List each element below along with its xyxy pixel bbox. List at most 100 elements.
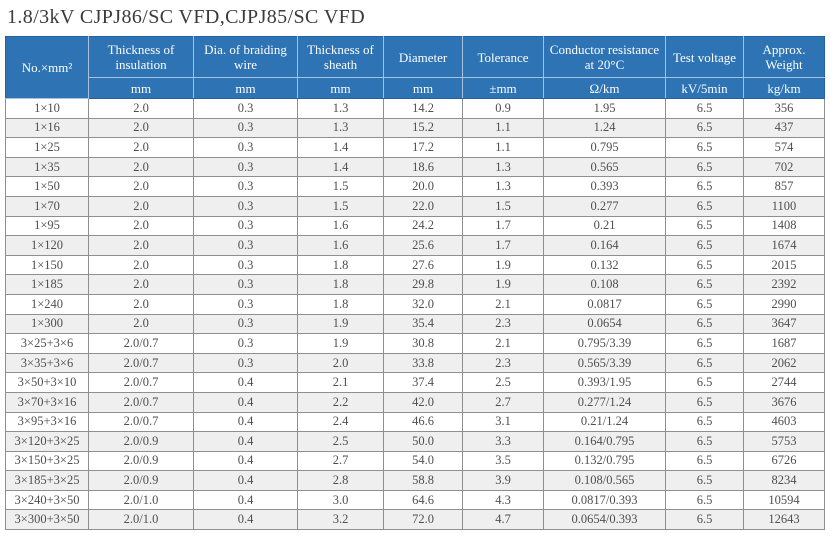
cell-braiding_wire_dia: 0.4	[193, 509, 298, 531]
cell-test_voltage: 6.5	[665, 470, 744, 491]
cell-tolerance: 2.5	[462, 372, 544, 393]
cell-approx_weight: 3647	[743, 313, 825, 335]
table-row: 3×150+3×25 2.0/0.9 0.4 2.7 54.0 3.5 0.132/0.79…	[5, 450, 825, 472]
cell-sheath_thickness: 2.2	[297, 391, 384, 413]
table-row: 1×10 2.0 0.3 1.3 14.2 0.9 1.95 6.5 356	[5, 98, 825, 119]
cell-braiding_wire_dia: 0.3	[193, 176, 298, 197]
cell-conductor_resistance: 0.0817	[543, 293, 666, 315]
cell-size: 3×70+3×16	[5, 391, 89, 413]
cell-test_voltage: 6.5	[665, 117, 744, 139]
cell-conductor_resistance: 0.164/0.795	[543, 431, 666, 452]
cell-size: 3×150+3×25	[5, 450, 89, 472]
cell-test_voltage: 6.5	[665, 313, 744, 335]
cell-tolerance: 1.3	[462, 176, 544, 197]
cell-size: 3×300+3×50	[5, 509, 89, 531]
cell-insulation_thickness: 2.0	[88, 117, 194, 139]
cell-tolerance: 1.1	[462, 117, 544, 139]
cell-insulation_thickness: 2.0	[88, 137, 194, 158]
cell-diameter: 46.6	[383, 411, 463, 433]
cell-test_voltage: 6.5	[665, 215, 744, 237]
cell-insulation_thickness: 2.0/0.7	[88, 411, 194, 433]
table-row: 1×300 2.0 0.3 1.9 35.4 2.3 0.0654 6.5 3647	[5, 313, 825, 335]
cell-tolerance: 3.9	[462, 470, 544, 491]
cell-insulation_thickness: 2.0/0.9	[88, 470, 194, 491]
unit-conductor-resistance: Ω/km	[543, 77, 666, 99]
cell-diameter: 37.4	[383, 372, 463, 393]
cell-sheath_thickness: 3.0	[297, 489, 384, 511]
cell-insulation_thickness: 2.0/1.0	[88, 489, 194, 511]
col-header-braiding-wire-dia: Dia. of braiding wire	[193, 36, 298, 78]
cell-approx_weight: 2062	[743, 352, 825, 374]
cell-diameter: 72.0	[383, 509, 463, 531]
cell-conductor_resistance: 0.0654	[543, 313, 666, 335]
cell-approx_weight: 2015	[743, 254, 825, 276]
cell-braiding_wire_dia: 0.4	[193, 470, 298, 491]
cell-approx_weight: 12643	[743, 509, 825, 531]
cell-approx_weight: 1674	[743, 235, 825, 256]
cell-approx_weight: 1408	[743, 215, 825, 237]
header-label-row: No.×mm² Thickness of insulation Dia. of …	[5, 36, 825, 99]
cell-braiding_wire_dia: 0.3	[193, 156, 298, 178]
cell-conductor_resistance: 0.21/1.24	[543, 411, 666, 433]
cell-size: 1×120	[5, 235, 89, 256]
datasheet-page: 1.8/3kV CJPJ86/SC VFD,CJPJ85/SC VFD No.×…	[5, 6, 825, 531]
cell-test_voltage: 6.5	[665, 235, 744, 256]
cell-conductor_resistance: 0.393	[543, 176, 666, 197]
cell-size: 1×185	[5, 274, 89, 295]
cell-conductor_resistance: 0.21	[543, 215, 666, 237]
cell-insulation_thickness: 2.0/0.7	[88, 372, 194, 393]
cell-braiding_wire_dia: 0.4	[193, 372, 298, 393]
unit-diameter: mm	[383, 77, 463, 99]
cell-conductor_resistance: 0.795	[543, 137, 666, 158]
cell-braiding_wire_dia: 0.3	[193, 293, 298, 315]
cell-sheath_thickness: 1.9	[297, 333, 384, 354]
unit-braiding-wire-dia: mm	[193, 77, 298, 99]
cell-diameter: 24.2	[383, 215, 463, 237]
cell-tolerance: 0.9	[462, 98, 544, 119]
cell-sheath_thickness: 1.5	[297, 195, 384, 217]
table-row: 1×185 2.0 0.3 1.8 29.8 1.9 0.108 6.5 2392	[5, 274, 825, 295]
cell-conductor_resistance: 1.24	[543, 117, 666, 139]
cell-test_voltage: 6.5	[665, 509, 744, 531]
cell-diameter: 42.0	[383, 391, 463, 413]
cell-test_voltage: 6.5	[665, 274, 744, 295]
cell-conductor_resistance: 1.95	[543, 98, 666, 119]
cell-insulation_thickness: 2.0	[88, 235, 194, 256]
cell-size: 3×50+3×10	[5, 372, 89, 393]
cell-sheath_thickness: 2.5	[297, 431, 384, 452]
cell-approx_weight: 437	[743, 117, 825, 139]
cell-diameter: 17.2	[383, 137, 463, 158]
cell-size: 3×95+3×16	[5, 411, 89, 433]
cell-sheath_thickness: 1.6	[297, 235, 384, 256]
cell-sheath_thickness: 2.1	[297, 372, 384, 393]
cell-diameter: 64.6	[383, 489, 463, 511]
cell-test_voltage: 6.5	[665, 450, 744, 472]
cell-diameter: 27.6	[383, 254, 463, 276]
cell-braiding_wire_dia: 0.4	[193, 450, 298, 472]
cell-braiding_wire_dia: 0.3	[193, 333, 298, 354]
cell-conductor_resistance: 0.277	[543, 195, 666, 217]
cell-braiding_wire_dia: 0.3	[193, 352, 298, 374]
col-header-approx-weight: Approx. Weight	[743, 36, 825, 78]
cell-conductor_resistance: 0.108/0.565	[543, 470, 666, 491]
cell-braiding_wire_dia: 0.4	[193, 489, 298, 511]
cell-conductor_resistance: 0.393/1.95	[543, 372, 666, 393]
cell-insulation_thickness: 2.0/1.0	[88, 509, 194, 531]
table-row: 3×240+3×50 2.0/1.0 0.4 3.0 64.6 4.3 0.0817/0.3…	[5, 489, 825, 511]
cell-tolerance: 3.1	[462, 411, 544, 433]
cell-tolerance: 2.1	[462, 333, 544, 354]
cell-braiding_wire_dia: 0.3	[193, 215, 298, 237]
cell-conductor_resistance: 0.132/0.795	[543, 450, 666, 472]
cell-braiding_wire_dia: 0.3	[193, 117, 298, 139]
col-header-test-voltage: Test voltage	[665, 36, 744, 78]
cell-test_voltage: 6.5	[665, 431, 744, 452]
cell-sheath_thickness: 1.6	[297, 215, 384, 237]
cell-conductor_resistance: 0.0817/0.393	[543, 489, 666, 511]
cell-approx_weight: 6726	[743, 450, 825, 472]
unit-approx-weight: kg/km	[743, 77, 825, 99]
cell-diameter: 25.6	[383, 235, 463, 256]
cell-diameter: 50.0	[383, 431, 463, 452]
cell-size: 3×185+3×25	[5, 470, 89, 491]
cell-approx_weight: 10594	[743, 489, 825, 511]
cell-size: 1×95	[5, 215, 89, 237]
